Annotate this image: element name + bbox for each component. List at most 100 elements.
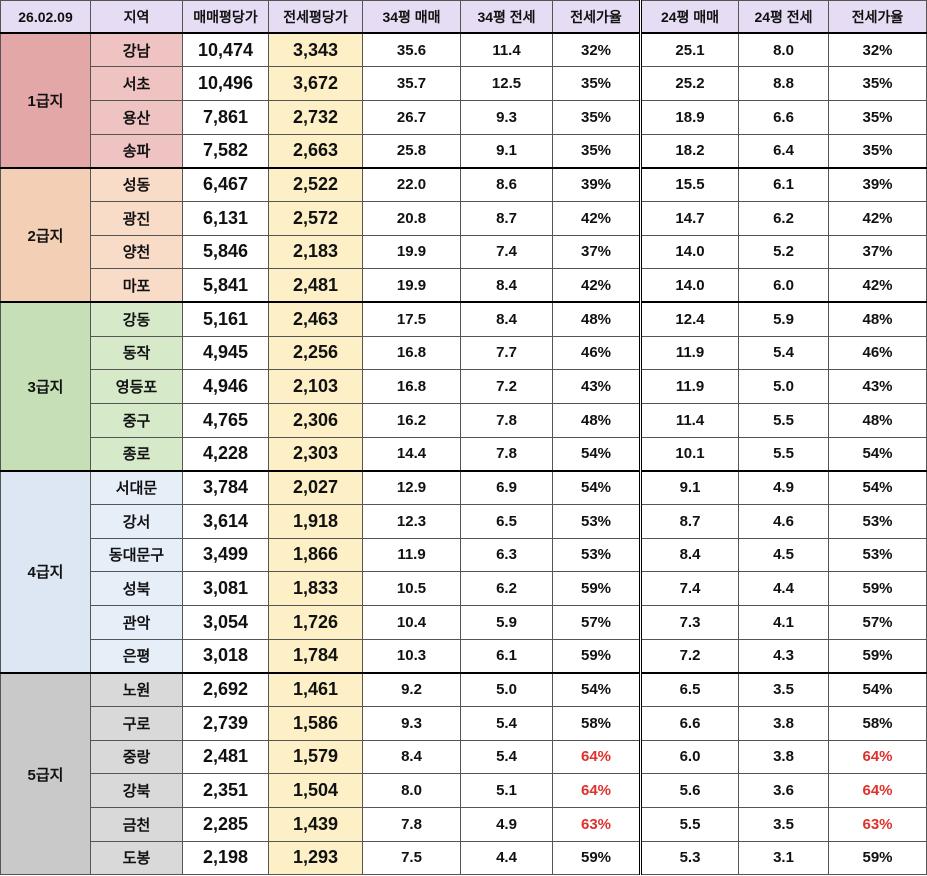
- value-cell: 48%: [552, 402, 641, 438]
- value-cell: 9.3: [362, 705, 461, 741]
- region-cell: 은평: [90, 638, 183, 674]
- value-cell: 10,474: [182, 32, 269, 68]
- value-cell: 3,499: [182, 537, 269, 573]
- value-cell: 7.8: [362, 806, 461, 842]
- value-cell: 11.4: [639, 402, 739, 438]
- value-cell: 11.9: [362, 537, 461, 573]
- value-cell: 2,103: [268, 369, 363, 404]
- value-cell: 7.4: [639, 571, 739, 606]
- value-cell: 39%: [828, 166, 927, 202]
- value-cell: 8.0: [738, 32, 829, 68]
- value-cell: 10.4: [362, 604, 461, 640]
- value-cell: 3,054: [182, 604, 269, 640]
- value-cell: 64%: [828, 773, 927, 808]
- value-cell: 59%: [828, 638, 927, 674]
- value-cell: 5,846: [182, 234, 269, 270]
- region-cell: 성북: [90, 571, 183, 606]
- region-cell: 영등포: [90, 369, 183, 404]
- region-cell: 종로: [90, 436, 183, 472]
- value-cell: 1,918: [268, 503, 363, 539]
- value-cell: 53%: [828, 503, 927, 539]
- value-cell: 7.8: [460, 436, 553, 472]
- value-cell: 3.5: [738, 671, 829, 707]
- value-cell: 59%: [552, 571, 641, 606]
- value-cell: 35%: [828, 133, 927, 169]
- value-cell: 14.0: [639, 268, 739, 303]
- value-cell: 18.9: [639, 99, 739, 135]
- value-cell: 2,027: [268, 469, 363, 505]
- value-cell: 7.5: [362, 840, 461, 876]
- value-cell: 4.3: [738, 638, 829, 674]
- value-cell: 59%: [552, 840, 641, 876]
- value-cell: 9.3: [460, 99, 553, 135]
- table-row: 중구 4,765 2,306 16.2 7.8 48% 11.4 5.5 48%: [1, 402, 927, 438]
- table-row: 양천 5,846 2,183 19.9 7.4 37% 14.0 5.2 37%: [1, 234, 927, 270]
- value-cell: 6.6: [639, 705, 739, 741]
- value-cell: 42%: [552, 268, 641, 303]
- value-cell: 3,081: [182, 571, 269, 606]
- table-row: 동작 4,945 2,256 16.8 7.7 46% 11.9 5.4 46%: [1, 335, 927, 371]
- region-cell: 도봉: [90, 840, 183, 876]
- value-cell: 53%: [552, 503, 641, 539]
- value-cell: 1,293: [268, 840, 363, 876]
- table-row: 관악 3,054 1,726 10.4 5.9 57% 7.3 4.1 57%: [1, 604, 927, 640]
- header-cell: 34평 매매: [362, 0, 461, 34]
- value-cell: 11.9: [639, 335, 739, 371]
- value-cell: 9.1: [639, 469, 739, 505]
- value-cell: 1,833: [268, 571, 363, 606]
- value-cell: 10.3: [362, 638, 461, 674]
- value-cell: 10,496: [182, 66, 269, 101]
- value-cell: 3.1: [738, 840, 829, 876]
- value-cell: 4.4: [738, 571, 829, 606]
- value-cell: 2,183: [268, 234, 363, 270]
- value-cell: 35%: [828, 99, 927, 135]
- region-cell: 용산: [90, 99, 183, 135]
- table-row: 3급지 강동 5,161 2,463 17.5 8.4 48% 12.4 5.9 48%: [0, 301, 927, 472]
- table-row: 금천 2,285 1,439 7.8 4.9 63% 5.5 3.5 63%: [1, 806, 927, 842]
- value-cell: 6,131: [182, 200, 269, 236]
- value-cell: 4,945: [182, 335, 269, 371]
- value-cell: 8.4: [460, 268, 553, 303]
- value-cell: 6.2: [738, 200, 829, 236]
- tier-cell: 1급지: [0, 32, 91, 169]
- value-cell: 37%: [552, 234, 641, 270]
- value-cell: 2,739: [182, 705, 269, 741]
- header-cell: 24평 매매: [639, 0, 739, 34]
- region-cell: 마포: [90, 268, 183, 303]
- value-cell: 3.8: [738, 705, 829, 741]
- value-cell: 18.2: [639, 133, 739, 169]
- value-cell: 22.0: [362, 166, 461, 202]
- value-cell: 14.4: [362, 436, 461, 472]
- value-cell: 5.6: [639, 773, 739, 808]
- value-cell: 5.3: [639, 840, 739, 876]
- value-cell: 59%: [828, 571, 927, 606]
- header-cell: 전세평당가: [268, 0, 363, 34]
- value-cell: 6,467: [182, 166, 269, 202]
- value-cell: 12.9: [362, 469, 461, 505]
- region-cell: 서초: [90, 66, 183, 101]
- value-cell: 4.1: [738, 604, 829, 640]
- table-row: 은평 3,018 1,784 10.3 6.1 59% 7.2 4.3 59%: [1, 638, 927, 674]
- value-cell: 6.5: [460, 503, 553, 539]
- value-cell: 5.4: [738, 335, 829, 371]
- value-cell: 2,692: [182, 671, 269, 707]
- value-cell: 48%: [552, 301, 641, 337]
- value-cell: 8.4: [460, 301, 553, 337]
- region-cell: 동작: [90, 335, 183, 371]
- value-cell: 6.1: [738, 166, 829, 202]
- value-cell: 35%: [552, 66, 641, 101]
- value-cell: 35%: [828, 66, 927, 101]
- value-cell: 35.7: [362, 66, 461, 101]
- table-row: 용산 7,861 2,732 26.7 9.3 35% 18.9 6.6 35%: [1, 99, 927, 135]
- value-cell: 19.9: [362, 234, 461, 270]
- value-cell: 64%: [552, 773, 641, 808]
- header-cell: 34평 전세: [460, 0, 553, 34]
- value-cell: 12.5: [460, 66, 553, 101]
- value-cell: 5.5: [738, 436, 829, 472]
- value-cell: 2,481: [182, 739, 269, 775]
- value-cell: 25.8: [362, 133, 461, 169]
- value-cell: 3,343: [268, 32, 363, 68]
- value-cell: 1,784: [268, 638, 363, 674]
- table-row: 도봉 2,198 1,293 7.5 4.4 59% 5.3 3.1 59%: [1, 840, 927, 876]
